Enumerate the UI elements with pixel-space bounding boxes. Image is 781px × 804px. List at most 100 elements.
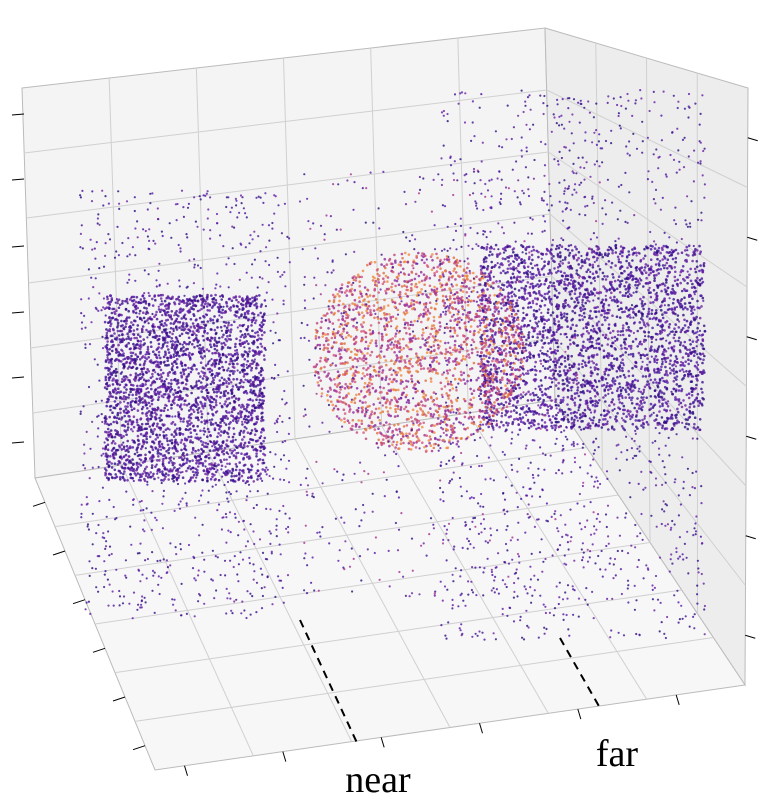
point <box>282 303 285 306</box>
point <box>568 149 571 152</box>
point <box>240 353 244 356</box>
point <box>510 312 513 316</box>
point <box>564 201 567 204</box>
point <box>203 602 206 605</box>
point <box>281 441 284 444</box>
point <box>525 494 529 497</box>
point <box>558 150 561 153</box>
point <box>187 372 191 376</box>
point <box>160 375 163 379</box>
point <box>179 420 182 423</box>
point <box>471 566 474 569</box>
point <box>470 580 473 583</box>
point <box>696 593 699 596</box>
point <box>480 93 483 96</box>
point <box>157 583 160 586</box>
point <box>150 361 153 364</box>
point <box>161 385 165 389</box>
point <box>81 247 84 250</box>
point <box>206 467 209 471</box>
point <box>275 528 278 531</box>
point <box>145 465 148 469</box>
point <box>96 435 99 438</box>
point <box>231 388 234 391</box>
point <box>188 419 191 423</box>
point <box>693 149 696 152</box>
point <box>128 273 131 276</box>
point <box>520 155 524 158</box>
point <box>495 566 498 569</box>
tick <box>11 178 25 181</box>
point <box>570 443 573 446</box>
point <box>214 287 217 290</box>
point <box>691 437 694 440</box>
point <box>193 345 196 349</box>
point <box>581 542 585 545</box>
point <box>79 410 82 413</box>
point <box>682 487 685 490</box>
point <box>582 566 585 569</box>
point <box>633 584 636 588</box>
point <box>96 222 99 225</box>
point <box>453 160 456 163</box>
point <box>143 292 146 295</box>
point <box>260 607 264 610</box>
point <box>158 468 161 472</box>
point <box>467 593 470 596</box>
point <box>148 294 151 298</box>
point <box>247 476 250 480</box>
point <box>526 592 529 595</box>
point <box>681 456 684 459</box>
point <box>95 586 98 589</box>
point <box>678 403 681 406</box>
point <box>269 542 272 546</box>
point <box>183 399 186 403</box>
point <box>283 389 286 393</box>
point <box>166 374 170 377</box>
point <box>598 165 601 168</box>
point <box>669 153 672 157</box>
point <box>439 498 442 501</box>
point <box>153 428 156 431</box>
point <box>85 601 88 604</box>
point <box>465 490 468 493</box>
point <box>626 579 630 582</box>
point <box>664 173 668 176</box>
point <box>217 372 220 376</box>
point <box>161 314 164 317</box>
point <box>233 370 236 373</box>
point <box>79 232 82 235</box>
point <box>449 479 452 483</box>
point <box>157 407 160 411</box>
point <box>464 180 467 183</box>
point <box>213 597 216 600</box>
point <box>200 298 203 301</box>
point <box>173 349 177 352</box>
point <box>452 411 455 414</box>
point <box>201 346 205 349</box>
point <box>155 413 158 416</box>
point <box>228 307 231 311</box>
point <box>590 411 593 414</box>
point <box>525 392 528 395</box>
point <box>442 114 445 117</box>
point <box>584 131 587 134</box>
point <box>675 241 679 244</box>
point <box>227 382 231 385</box>
point <box>180 408 183 411</box>
point <box>262 319 265 322</box>
point <box>241 403 244 407</box>
point <box>193 615 196 618</box>
point <box>501 257 505 260</box>
point <box>231 225 234 228</box>
point <box>517 179 520 182</box>
point <box>255 417 259 421</box>
point <box>240 303 244 307</box>
point <box>117 359 121 362</box>
point <box>544 611 548 615</box>
point <box>164 319 168 322</box>
point <box>174 442 177 446</box>
point <box>160 380 163 383</box>
point <box>181 463 185 467</box>
point <box>586 204 589 207</box>
